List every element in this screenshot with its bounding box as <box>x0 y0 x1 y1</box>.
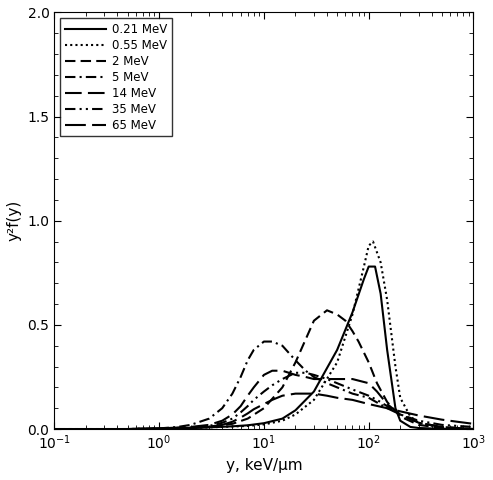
Legend: 0.21 MeV, 0.55 MeV, 2 MeV, 5 MeV, 14 MeV, 35 MeV, 65 MeV: 0.21 MeV, 0.55 MeV, 2 MeV, 5 MeV, 14 MeV… <box>60 18 172 136</box>
X-axis label: y, keV/μm: y, keV/μm <box>226 458 302 473</box>
Y-axis label: y²f(y): y²f(y) <box>7 200 22 241</box>
